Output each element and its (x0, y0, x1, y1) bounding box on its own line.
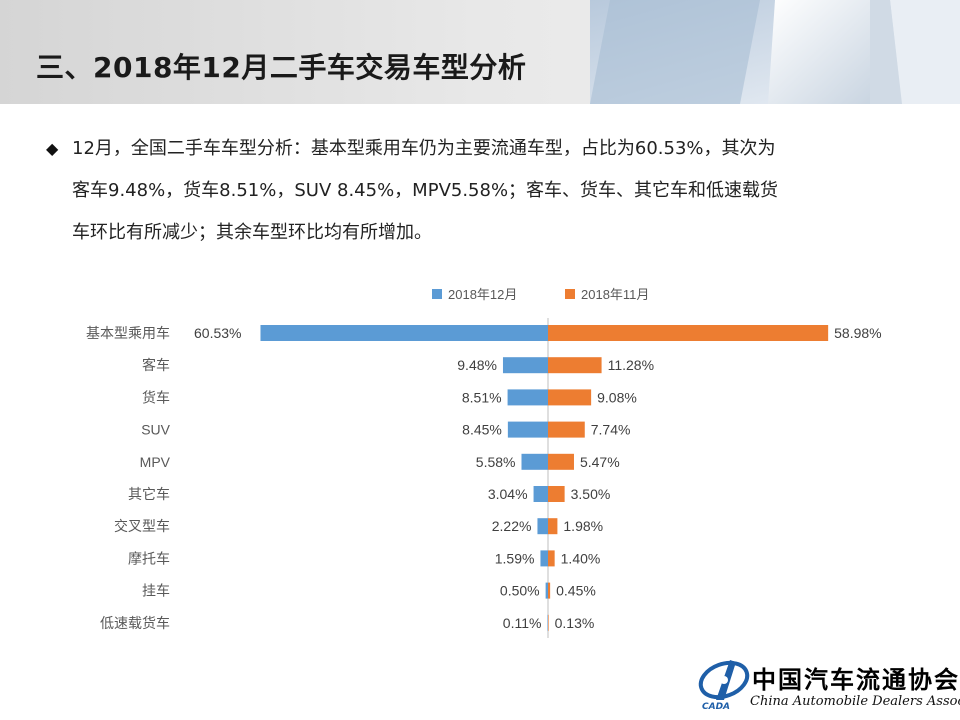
category-label: MPV (140, 454, 171, 470)
logo-abbreviation: CADA (702, 702, 731, 712)
bar-nov (548, 518, 558, 535)
data-label-nov: 1.40% (561, 550, 601, 566)
bar-nov (548, 325, 829, 341)
data-label-dec: 8.51% (462, 389, 502, 405)
summary-text: ◆ 12月，全国二手车车型分析：基本型乘用车仍为主要流通车型，占比为60.53%… (46, 128, 906, 254)
page-title: 三、2018年12月二手车交易车型分析 (36, 51, 527, 84)
logo-chinese-name: 中国汽车流通协会 (752, 665, 960, 694)
cada-logo: CADA 中国汽车流通协会 China Automobile Dealers A… (690, 650, 960, 720)
bar-dec (260, 325, 548, 341)
bar-nov (548, 389, 592, 406)
data-label-nov: 0.45% (556, 583, 596, 599)
legend-label-2: 2018年11月 (581, 287, 649, 302)
category-label: 客车 (142, 357, 170, 373)
cada-emblem-icon (698, 660, 750, 700)
bar-dec (502, 357, 548, 374)
data-label-dec: 60.53% (194, 325, 241, 341)
bar-dec (547, 614, 549, 631)
category-label: 基本型乘用车 (86, 325, 170, 341)
bar-dec (533, 486, 548, 502)
summary-line-1: 12月，全国二手车车型分析：基本型乘用车仍为主要流通车型，占比为60.53%，其… (72, 138, 776, 159)
bar-dec (540, 550, 548, 567)
data-label-dec: 9.48% (457, 357, 497, 373)
data-label-nov: 58.98% (834, 325, 881, 341)
data-label-nov: 7.74% (591, 422, 631, 438)
data-label-nov: 9.08% (597, 389, 637, 405)
diamond-bullet-icon: ◆ (46, 139, 59, 158)
logo-english-name: China Automobile Dealers Association (750, 694, 960, 709)
data-label-nov: 5.47% (580, 454, 620, 470)
category-label: 低速载货车 (100, 615, 170, 631)
data-label-dec: 0.11% (503, 615, 542, 631)
bar-nov (548, 486, 565, 502)
legend-label-1: 2018年12月 (448, 287, 517, 302)
bar-nov (548, 453, 574, 470)
data-label-dec: 8.45% (462, 422, 502, 438)
bar-dec (507, 421, 548, 438)
data-label-dec: 3.04% (488, 486, 528, 502)
summary-line-3: 车环比有所减少；其余车型环比均有所增加。 (72, 222, 432, 243)
data-label-nov: 1.98% (563, 518, 603, 534)
category-label: 交叉型车 (114, 518, 170, 534)
data-label-dec: 0.50% (500, 583, 540, 599)
data-label-nov: 11.28% (608, 357, 654, 373)
category-label: 摩托车 (128, 550, 170, 566)
bar-nov (548, 421, 585, 438)
summary-line-2: 客车9.48%，货车8.51%，SUV 8.45%，MPV5.58%；客车、货车… (72, 180, 779, 201)
bar-dec (507, 389, 548, 406)
category-label: 其它车 (128, 486, 170, 502)
data-label-dec: 5.58% (476, 454, 516, 470)
bar-nov (548, 357, 602, 374)
data-label-nov: 3.50% (571, 486, 611, 502)
bar-dec (521, 453, 548, 470)
bar-nov (548, 550, 555, 567)
bar-nov (548, 614, 549, 631)
category-label: SUV (141, 422, 170, 438)
legend-swatch-1 (432, 289, 442, 299)
data-label-dec: 1.59% (495, 550, 535, 566)
header-banner: 三、2018年12月二手车交易车型分析 (0, 0, 960, 104)
category-label: 货车 (142, 389, 170, 405)
data-label-nov: 0.13% (555, 615, 595, 631)
bar-nov (548, 582, 551, 599)
legend-swatch-2 (565, 289, 575, 299)
header-decoration (590, 0, 960, 104)
bar-dec (545, 582, 548, 599)
data-label-dec: 2.22% (492, 518, 532, 534)
category-label: 挂车 (142, 583, 170, 599)
bar-dec (537, 518, 548, 535)
